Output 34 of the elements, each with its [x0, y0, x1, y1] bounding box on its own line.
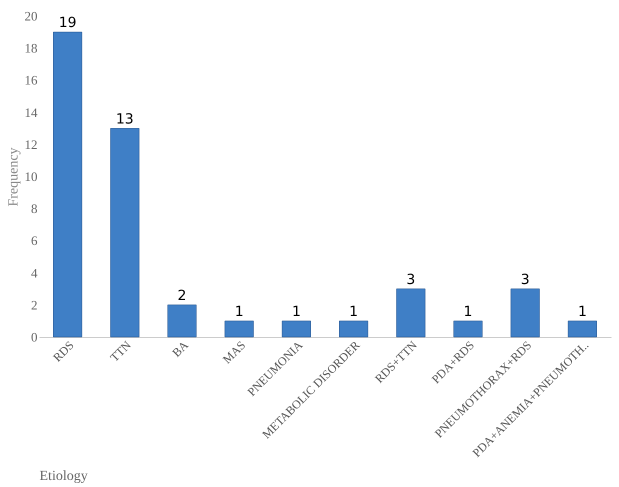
data-label: 3 [406, 272, 416, 288]
bar [396, 288, 426, 338]
bar [568, 320, 597, 338]
bar [453, 320, 483, 338]
bar [339, 320, 368, 338]
data-label: 2 [178, 288, 186, 304]
bar [282, 320, 311, 338]
y-tick-label: 10 [24, 169, 38, 184]
y-tick-label: 20 [24, 8, 38, 24]
x-tick-label: BA [169, 338, 192, 360]
y-tick-label: 14 [24, 104, 38, 120]
y-tick-label: 4 [31, 265, 38, 280]
data-label: 1 [349, 304, 358, 320]
data-label: 1 [292, 304, 301, 320]
y-axis-title: Frequency [6, 147, 22, 207]
data-label: 1 [234, 304, 244, 320]
data-label: 1 [578, 304, 587, 320]
y-tick-label: 6 [31, 233, 38, 248]
y-tick-label: 0 [31, 330, 38, 344]
bar [510, 288, 540, 338]
bar [110, 128, 140, 338]
bar [224, 320, 254, 338]
x-axis-title: Etiology [40, 469, 88, 484]
data-label: 19 [58, 15, 77, 32]
y-tick-label: 18 [24, 40, 38, 56]
data-label: 13 [116, 111, 134, 128]
y-tick-label: 16 [24, 72, 38, 88]
bar [167, 304, 197, 338]
data-label: 3 [520, 272, 530, 288]
y-tick-label: 12 [24, 136, 38, 152]
y-tick-label: 2 [31, 297, 38, 312]
data-label: 1 [464, 304, 472, 320]
bar [53, 32, 82, 338]
y-tick-label: 8 [31, 201, 38, 216]
